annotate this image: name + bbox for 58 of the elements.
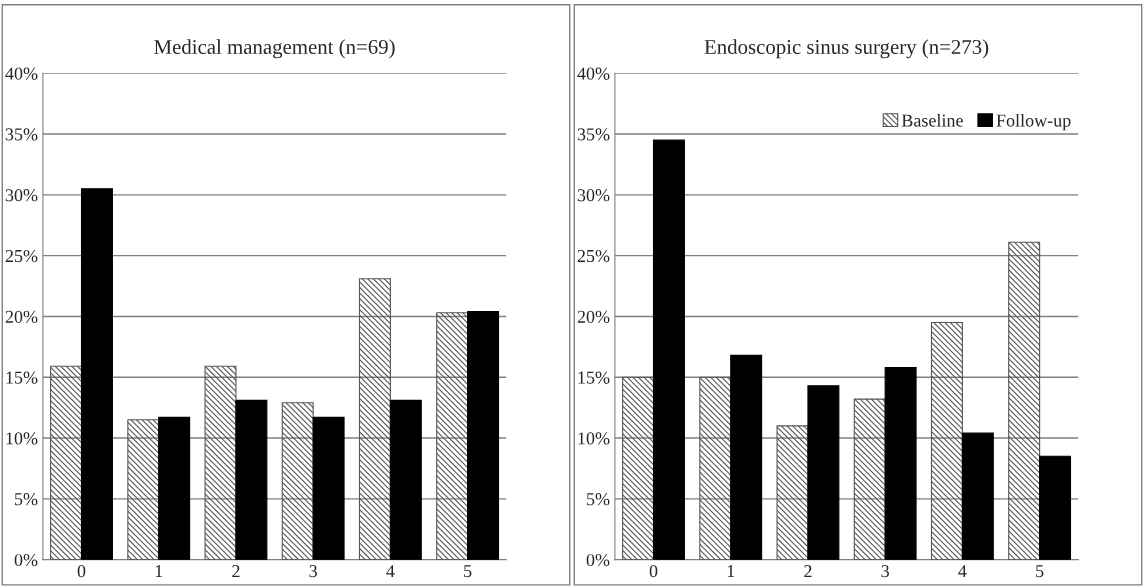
bar	[467, 311, 500, 560]
y-tick-label: 25%	[577, 249, 610, 263]
x-tick-label: 2	[804, 565, 812, 578]
bar	[730, 354, 763, 560]
bar	[204, 365, 237, 560]
x-tick-label: 5	[1036, 565, 1044, 578]
y-tick-label: 0%	[14, 553, 38, 567]
y-tick-label: 10%	[578, 432, 610, 445]
y-tick-label: 5%	[587, 493, 610, 506]
y-tick-label: 30%	[577, 189, 610, 202]
bar	[853, 398, 886, 560]
y-tick-label: 5%	[15, 493, 38, 506]
y-tick-label: 40%	[577, 67, 610, 80]
y-tick-label: 40%	[5, 67, 38, 80]
y-tick-label: 25%	[5, 249, 38, 263]
bar	[235, 399, 268, 560]
bar	[127, 419, 160, 560]
x-tick-label: 3	[309, 565, 317, 578]
bar	[358, 278, 391, 560]
chart-title: Medical management (n=69)	[154, 39, 395, 59]
bar	[961, 432, 994, 560]
x-tick-label: 0	[77, 565, 86, 578]
legend-label: Follow-up	[996, 113, 1071, 131]
bar	[312, 416, 345, 560]
y-tick-label: 20%	[5, 310, 38, 323]
x-tick-label: 3	[881, 565, 889, 578]
y-tick-label: 10%	[6, 432, 38, 445]
x-tick-label: 4	[386, 565, 395, 578]
chart-title: Endoscopic sinus surgery (n=273)	[704, 39, 989, 59]
bar	[652, 139, 685, 560]
bar	[80, 188, 113, 560]
legend-label: Baseline	[901, 113, 963, 127]
bar	[436, 312, 469, 560]
y-tick-label: 15%	[6, 371, 38, 384]
bar	[1039, 455, 1072, 560]
y-tick-label: 20%	[577, 310, 610, 323]
bar	[389, 399, 422, 560]
x-tick-label: 4	[958, 565, 967, 578]
bar	[776, 425, 809, 560]
bar	[281, 402, 314, 560]
y-tick-label: 0%	[586, 553, 610, 567]
bar	[930, 321, 963, 560]
bar	[622, 376, 655, 560]
bar	[50, 365, 83, 560]
bar	[699, 376, 732, 560]
bar	[807, 385, 840, 560]
y-tick-label: 30%	[5, 189, 38, 202]
y-tick-label: 35%	[577, 128, 610, 141]
bar	[1008, 241, 1041, 560]
y-tick-label: 35%	[5, 128, 38, 141]
bar	[884, 366, 917, 560]
x-tick-label: 2	[232, 565, 240, 578]
x-tick-label: 1	[727, 565, 735, 578]
x-tick-label: 0	[649, 565, 658, 578]
x-tick-label: 1	[155, 565, 163, 578]
y-tick-label: 15%	[578, 371, 610, 384]
x-tick-label: 5	[464, 565, 472, 578]
bar	[158, 416, 191, 560]
